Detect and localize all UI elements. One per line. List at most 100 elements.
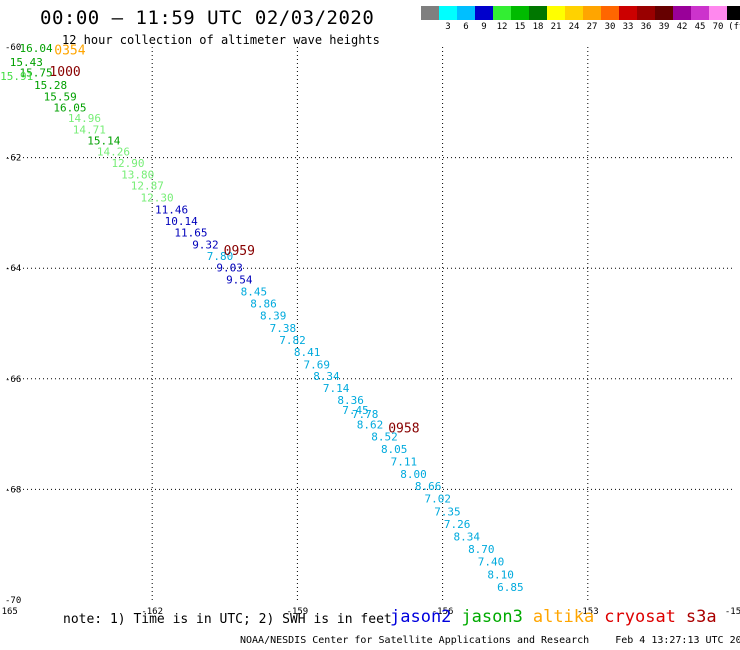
wave-height-label: 13.80 <box>121 169 154 182</box>
footer-note: note: 1) Time is in UTC; 2) SWH is in fe… <box>63 612 392 627</box>
satellite-legend: jason2 jason3 altika cryosat s3a <box>390 607 727 627</box>
legend-swatch <box>511 6 529 20</box>
wave-height-label: 14.26 <box>97 145 130 158</box>
wave-height-label: 8.70 <box>468 543 495 556</box>
lat-tick-label: -64 <box>5 264 21 274</box>
lon-tick-label: -165 <box>0 607 18 617</box>
satellite-cryosat: cryosat <box>604 607 676 627</box>
credit-organization: NOAA/NESDIS Center for Satellite Applica… <box>240 635 590 646</box>
wave-height-label: 14.71 <box>73 123 106 136</box>
wave-height-label: 16.04 <box>19 42 52 55</box>
axis-tick-labels: -165 -162 -159 -156 -153 -15 -60 -62 -64 -66 -68 -7… <box>0 43 740 617</box>
lon-tick-label: -153 <box>577 607 599 617</box>
legend-swatch <box>529 6 547 20</box>
wave-height-label: 12.90 <box>111 157 144 170</box>
wave-height-observations: 16.0415.4315.7515.9115.2815.5916.0514.96… <box>0 42 523 594</box>
wave-height-label: 15.28 <box>34 79 67 92</box>
wave-height-label: 12.87 <box>131 180 164 193</box>
legend-swatch <box>673 6 691 20</box>
map-grid <box>7 47 733 600</box>
wave-height-label: 11.65 <box>174 227 207 240</box>
wave-height-label: 8.66 <box>415 480 442 493</box>
wave-height-label: 10.14 <box>165 215 198 228</box>
legend-unit: (ft) <box>728 22 740 32</box>
legend-label: 45 <box>694 22 706 32</box>
wave-height-label: 8.05 <box>381 443 408 456</box>
wave-height-label: 7.80 <box>207 250 234 263</box>
legend-label: 24 <box>568 22 580 32</box>
satellite-jason3: jason3 <box>461 607 523 627</box>
wave-height-label: 8.00 <box>400 468 427 481</box>
pass-time-label: 0354 <box>54 44 85 59</box>
wave-height-label: 16.05 <box>53 102 86 115</box>
pass-time-label: 0958 <box>388 421 419 436</box>
wave-height-label: 9.03 <box>216 262 243 275</box>
lat-tick-label: -60 <box>5 43 21 53</box>
legend-swatch <box>601 6 619 20</box>
legend-swatch <box>475 6 493 20</box>
wave-height-label: 7.35 <box>434 505 461 518</box>
wave-height-label: 7.82 <box>279 334 306 347</box>
satellite-jason2: jason2 <box>390 607 452 627</box>
legend-swatch <box>655 6 673 20</box>
lat-tick-label: -68 <box>5 485 21 495</box>
legend-swatch <box>547 6 565 20</box>
lon-tick-label: -159 <box>287 607 309 617</box>
wave-height-label: 8.34 <box>313 370 340 383</box>
legend-label: 33 <box>622 22 634 32</box>
legend-swatch <box>583 6 601 20</box>
wave-height-color-legend <box>421 6 740 20</box>
legend-swatch <box>457 6 475 20</box>
wave-height-label: 7.40 <box>478 556 505 569</box>
pass-time-label: 1000 <box>49 65 80 80</box>
legend-swatch <box>637 6 655 20</box>
wave-height-label: 9.54 <box>226 274 253 287</box>
map-subtitle: 12 hour collection of altimeter wave hei… <box>62 33 380 47</box>
legend-label: 27 <box>586 22 598 32</box>
wave-height-label: 8.34 <box>454 530 481 543</box>
legend-swatch <box>691 6 709 20</box>
legend-label: 39 <box>658 22 670 32</box>
legend-swatch <box>565 6 583 20</box>
pass-time-labels: 0354 1000 0959 0958 <box>49 44 419 437</box>
wave-height-label: 7.69 <box>304 358 331 371</box>
lon-tick-label: -15 <box>725 607 740 617</box>
wave-height-label: 7.11 <box>391 456 418 469</box>
pass-time-label: 0959 <box>224 244 255 259</box>
legend-swatch <box>439 6 457 20</box>
wave-height-label: 8.62 <box>357 419 384 432</box>
legend-swatch <box>421 6 439 20</box>
wave-height-label: 15.91 <box>0 70 33 83</box>
wave-height-label: 7.02 <box>425 493 452 506</box>
legend-label: 21 <box>550 22 562 32</box>
wave-height-label: 7.26 <box>444 518 471 531</box>
wave-height-label: 8.41 <box>294 346 321 359</box>
legend-label: 36 <box>640 22 652 32</box>
lat-tick-label: -62 <box>5 154 21 164</box>
wave-height-label: 14.96 <box>68 112 101 125</box>
credit-timestamp: Feb 4 13:27:13 UTC 2020 <box>615 635 740 646</box>
legend-label: 12 <box>496 22 508 32</box>
wave-height-label: 12.30 <box>140 191 173 204</box>
wave-height-label: 7.45 <box>342 404 369 417</box>
legend-label: 18 <box>532 22 544 32</box>
wave-height-label: 8.10 <box>487 568 514 581</box>
wave-height-label: 7.38 <box>270 322 297 335</box>
satellite-altika: altika <box>532 607 595 627</box>
legend-label: 15 <box>514 22 526 32</box>
wave-height-label: 8.86 <box>250 297 277 310</box>
legend-label: 3 <box>445 22 451 32</box>
wave-height-label: 11.46 <box>155 203 188 216</box>
map-title: 00:00 – 11:59 UTC 02/03/2020 <box>40 7 375 29</box>
wave-height-label: 6.85 <box>497 581 524 594</box>
legend-label: 70 <box>712 22 724 32</box>
lon-tick-label: -162 <box>141 607 163 617</box>
legend-label: 9 <box>481 22 487 32</box>
wave-height-label: 8.52 <box>371 431 398 444</box>
wave-height-label: 8.45 <box>241 285 268 298</box>
credit-line: NOAA/NESDIS Center for Satellite Applica… <box>240 635 740 646</box>
legend-swatch <box>619 6 637 20</box>
lon-tick-label: -156 <box>432 607 454 617</box>
legend-label: 30 <box>604 22 616 32</box>
legend-swatch <box>727 6 740 20</box>
